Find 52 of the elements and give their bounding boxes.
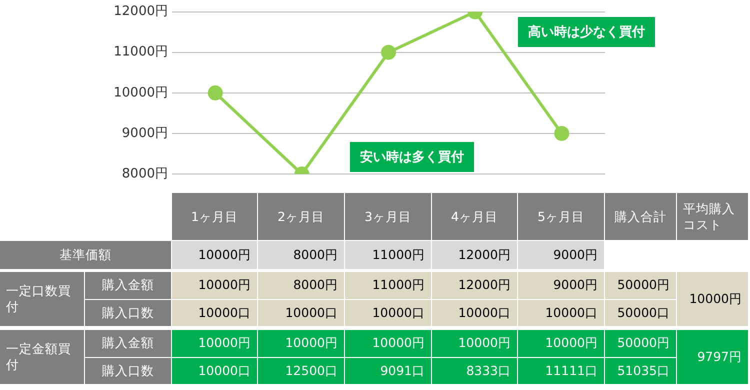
text: 10000口	[432, 300, 518, 327]
data-label: 10000円	[172, 241, 258, 270]
text: 一定口数買付	[0, 272, 85, 327]
data-label: 9000円	[518, 241, 605, 270]
x-tick-label: 2ヶ月目	[258, 193, 345, 241]
text: 8333口	[432, 358, 518, 385]
text: 50000円	[605, 330, 677, 358]
text: 10000円	[518, 330, 605, 358]
text: 購入合計	[605, 193, 677, 241]
text: 10000口	[345, 300, 432, 327]
text: 11111口	[518, 358, 605, 385]
text: 12000円	[432, 272, 518, 300]
text: 51035口	[605, 358, 677, 385]
x-tick-label: 5ヶ月目	[518, 193, 605, 241]
text: 12500口	[258, 358, 345, 385]
text: 10000円	[172, 330, 258, 358]
text: 8000円	[258, 272, 345, 300]
x-tick-label: 1ヶ月目	[172, 193, 258, 241]
x-tick-label: 4ヶ月目	[432, 193, 518, 241]
text: 平均購入コスト	[677, 193, 749, 241]
text: 10000口	[258, 300, 345, 327]
data-label: 11000円	[345, 241, 432, 270]
text: 10000口	[518, 300, 605, 327]
text: 購入口数	[85, 358, 172, 385]
x-tick-label: 3ヶ月目	[345, 193, 432, 241]
y-tick-label: 10000円	[114, 85, 168, 100]
text: 10000円	[258, 330, 345, 358]
text: 10000口	[172, 300, 258, 327]
text: 基準価額	[0, 241, 172, 270]
y-tick-label: 12000円	[114, 4, 168, 20]
text: 9797円	[677, 330, 749, 385]
y-tick-label: 9000円	[122, 126, 168, 141]
text: 10000口	[172, 358, 258, 385]
text: 50000口	[605, 300, 677, 327]
text: 10000円	[432, 330, 518, 358]
annotation: 安い時は多く買付	[350, 142, 474, 172]
annotation: 高い時は少なく買付	[518, 17, 655, 47]
text: 11000円	[345, 272, 432, 300]
text: 10000円	[172, 272, 258, 300]
text: 9091口	[345, 358, 432, 385]
text: 一定金額買付	[0, 330, 85, 385]
text: 10000円	[677, 272, 749, 327]
text: 50000円	[605, 272, 677, 300]
text: 購入金額	[85, 330, 172, 358]
text: 10000円	[345, 330, 432, 358]
data-label: 12000円	[432, 241, 518, 270]
text: 購入口数	[85, 300, 172, 327]
data-label: 8000円	[258, 241, 345, 270]
y-tick-label: 8000円	[122, 166, 168, 182]
text: 購入金額	[85, 272, 172, 300]
y-tick-label: 11000円	[114, 44, 168, 60]
text: 9000円	[518, 272, 605, 300]
